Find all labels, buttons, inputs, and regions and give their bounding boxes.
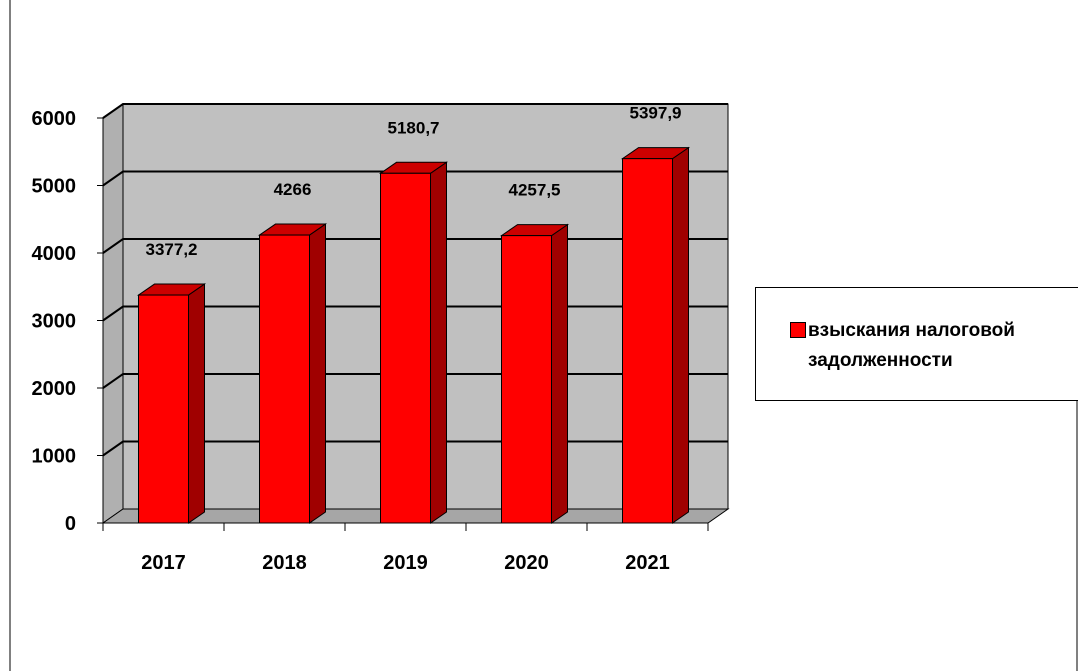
gridline <box>102 170 728 187</box>
y-tick-label: 0 <box>65 513 76 535</box>
bar-front <box>259 234 310 524</box>
bar <box>620 146 691 524</box>
bar-side <box>430 161 447 524</box>
data-label: 5397,9 <box>630 104 682 123</box>
legend-swatch <box>790 322 806 338</box>
gridline <box>102 103 728 119</box>
bar-front <box>138 294 189 524</box>
bar-front <box>501 235 552 524</box>
y-tick-label: 6000 <box>32 108 77 130</box>
y-tick-label: 3000 <box>32 311 77 333</box>
bar <box>499 223 570 524</box>
data-label: 5180,7 <box>388 118 440 137</box>
y-tick-label: 4000 <box>32 243 77 265</box>
bar <box>136 283 207 524</box>
bar-side <box>672 146 689 524</box>
x-tick-label: 2021 <box>625 552 670 574</box>
bar-side <box>188 283 205 524</box>
bar-front <box>622 158 673 524</box>
bar <box>378 161 449 524</box>
data-label: 3377,2 <box>146 240 198 259</box>
bar-side <box>309 223 326 524</box>
legend: взыскания налоговой задолженности <box>755 287 1078 401</box>
y-tick-label: 5000 <box>32 176 77 198</box>
x-tick-label: 2018 <box>262 552 307 574</box>
data-label: 4257,5 <box>509 181 561 200</box>
bar-front <box>380 172 431 524</box>
y-tick-label: 1000 <box>32 446 77 468</box>
x-tick-label: 2017 <box>141 552 186 574</box>
bar <box>257 223 328 524</box>
legend-label: взыскания налоговой задолженности <box>808 320 1015 371</box>
data-label: 4266 <box>274 180 312 199</box>
y-tick-label: 2000 <box>32 378 77 400</box>
x-tick-label: 2019 <box>383 552 428 574</box>
x-tick-label: 2020 <box>504 552 549 574</box>
bar-side <box>551 223 568 524</box>
